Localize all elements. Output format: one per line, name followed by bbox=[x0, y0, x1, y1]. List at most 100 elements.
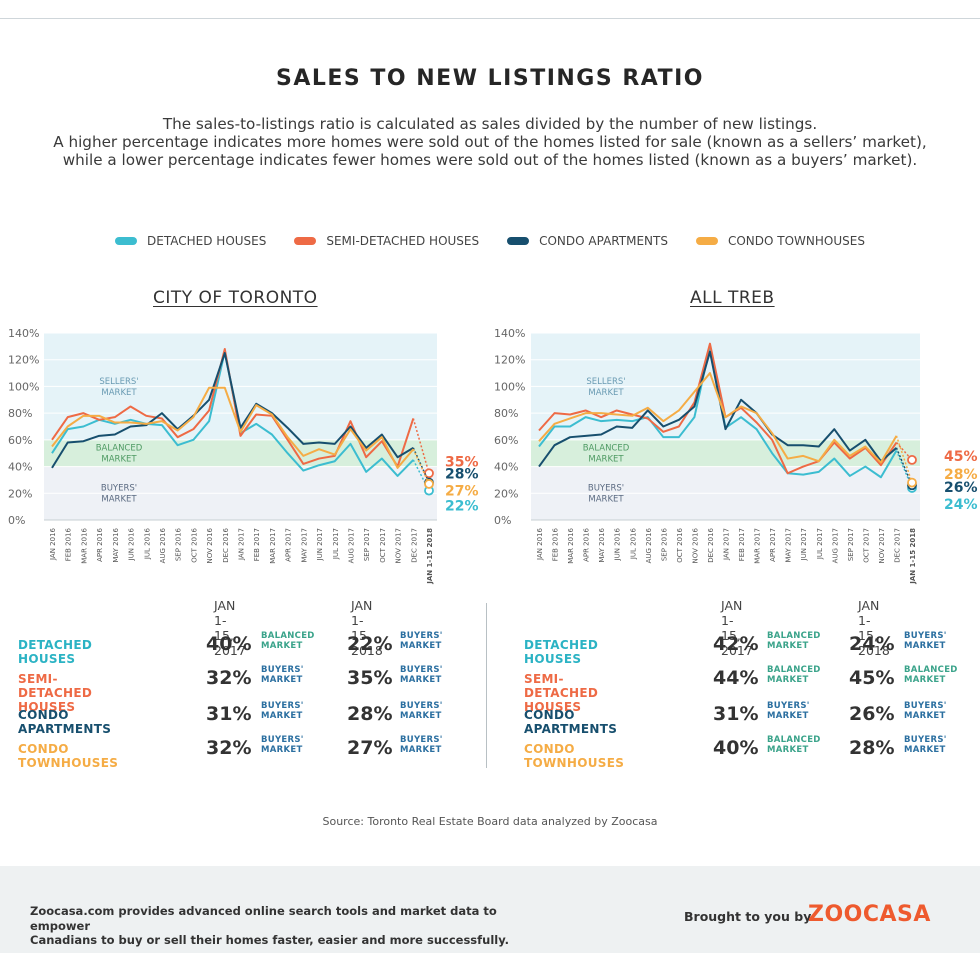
series-end-point bbox=[424, 479, 434, 489]
legend-label: SEMI-DETACHED HOUSES bbox=[326, 234, 480, 248]
x-tick-label: AUG 2017 bbox=[831, 528, 839, 563]
x-tick-label: APR 2017 bbox=[769, 528, 777, 562]
x-tick-label: FEB 2017 bbox=[253, 528, 261, 561]
x-tick-label: MAR 2016 bbox=[567, 527, 575, 563]
value-2018: 28% bbox=[849, 737, 895, 759]
x-tick-label: AUG 2016 bbox=[159, 527, 167, 563]
subtitle-line: The sales-to-listings ratio is calculate… bbox=[162, 115, 818, 133]
legend-item-condo-apartments: CONDO APARTMENTS bbox=[507, 234, 668, 248]
market-status-line: BALANCED bbox=[904, 665, 958, 675]
balanced-market-label: BALANCED bbox=[96, 444, 143, 454]
x-tick-label: MAR 2017 bbox=[269, 528, 277, 564]
y-tick-label: 120% bbox=[8, 354, 39, 367]
value-2018: 24% bbox=[849, 633, 895, 655]
y-tick-label: 100% bbox=[8, 380, 39, 393]
x-tick-label: MAY 2016 bbox=[112, 527, 120, 562]
x-tick-label: SEP 2016 bbox=[175, 527, 183, 561]
market-status-line: MARKET bbox=[904, 744, 946, 755]
market-status-line: BUYERS' bbox=[400, 701, 443, 711]
y-tick-label: 0% bbox=[494, 514, 511, 527]
market-status-line: MARKET bbox=[904, 674, 946, 685]
market-status-line: BUYERS' bbox=[261, 735, 304, 745]
market-status-2017: BALANCED MARKET bbox=[767, 665, 837, 685]
column-header-2018: JAN 1-15, 2018 bbox=[351, 598, 383, 658]
table-row-label: CONDO APARTMENTS bbox=[18, 708, 112, 736]
buyers-market-label: MARKET bbox=[101, 495, 137, 505]
value-2017: 32% bbox=[206, 737, 252, 759]
market-status-line: MARKET bbox=[767, 710, 809, 721]
series-line bbox=[51, 352, 414, 469]
x-tick-label: MAR 2016 bbox=[80, 527, 88, 563]
line-chart-treb: 0%20%40%60%80%100%120%140%SELLERS'MARKET… bbox=[494, 327, 978, 585]
y-tick-label: 120% bbox=[494, 354, 525, 367]
market-status-line: MARKET bbox=[261, 710, 303, 721]
balanced-market-label: MARKET bbox=[101, 455, 137, 465]
x-tick-label: JUL 2016 bbox=[143, 527, 151, 560]
top-rule bbox=[0, 18, 980, 19]
balanced-market-label: BALANCED bbox=[583, 444, 630, 454]
line-chart-toronto: 0%20%40%60%80%100%120%140%SELLERS'MARKET… bbox=[8, 327, 479, 585]
y-tick-label: 60% bbox=[8, 434, 32, 447]
x-tick-label: JUL 2017 bbox=[816, 528, 824, 560]
market-status-2018: BUYERS' MARKET bbox=[400, 735, 470, 755]
market-status-2017: BALANCED MARKET bbox=[767, 735, 837, 755]
market-status-2017: BUYERS' MARKET bbox=[261, 735, 331, 755]
x-tick-label: MAY 2017 bbox=[785, 528, 793, 563]
market-status-line: BALANCED bbox=[767, 631, 821, 641]
value-2018: 27% bbox=[347, 737, 393, 759]
table-row-label: CONDO APARTMENTS bbox=[524, 708, 618, 736]
x-tick-label: JAN 2017 bbox=[238, 528, 246, 561]
zoocasa-logo[interactable]: ZOOCASA bbox=[808, 902, 931, 927]
market-status-line: MARKET bbox=[400, 744, 442, 755]
y-tick-label: 20% bbox=[494, 487, 518, 500]
value-2017: 32% bbox=[206, 667, 252, 689]
value-2017: 31% bbox=[713, 703, 759, 725]
page-title: SALES TO NEW LISTINGS RATIO bbox=[275, 66, 705, 91]
market-status-line: BUYERS' bbox=[767, 701, 810, 711]
market-status-line: BALANCED bbox=[261, 631, 315, 641]
series-line bbox=[538, 342, 898, 475]
y-tick-label: 100% bbox=[494, 380, 525, 393]
market-status-2018: BUYERS' MARKET bbox=[400, 701, 470, 721]
market-status-line: BUYERS' bbox=[261, 665, 304, 675]
x-tick-label: DEC 2016 bbox=[222, 527, 230, 562]
x-tick-label: JUL 2017 bbox=[332, 528, 340, 560]
series-end-point bbox=[907, 454, 917, 465]
market-status-2018: BUYERS' MARKET bbox=[904, 631, 974, 651]
legend-item-detached: DETACHED HOUSES bbox=[115, 234, 266, 248]
series-end-label: 35% bbox=[445, 455, 479, 471]
x-tick-label: DEC 2017 bbox=[410, 528, 418, 563]
buyers-market-label: MARKET bbox=[588, 495, 624, 505]
y-tick-label: 20% bbox=[8, 487, 32, 500]
y-tick-label: 40% bbox=[494, 461, 518, 474]
x-tick-label: JAN 1-15 2018 bbox=[909, 528, 917, 585]
y-tick-label: 0% bbox=[8, 514, 25, 527]
legend-label: CONDO TOWNHOUSES bbox=[727, 234, 865, 248]
subtitle-line: while a lower percentage indicates fewer… bbox=[62, 151, 918, 169]
x-tick-label: DEC 2017 bbox=[893, 528, 901, 563]
series-end-label: 27% bbox=[445, 484, 479, 500]
x-tick-label: JUN 2017 bbox=[800, 528, 808, 561]
y-tick-label: 80% bbox=[8, 407, 32, 420]
market-status-2018: BUYERS' MARKET bbox=[400, 631, 470, 651]
x-tick-label: JAN 1-15 2018 bbox=[426, 528, 434, 585]
market-status-line: BALANCED bbox=[767, 735, 821, 745]
market-status-line: BUYERS' bbox=[904, 701, 947, 711]
market-status-2018: BALANCED MARKET bbox=[904, 665, 974, 685]
market-status-line: MARKET bbox=[400, 674, 442, 685]
x-tick-label: JUN 2016 bbox=[128, 527, 136, 561]
market-status-line: MARKET bbox=[261, 640, 303, 651]
column-header-2018: JAN 1-15, 2018 bbox=[858, 598, 890, 658]
x-tick-label: JUL 2016 bbox=[629, 527, 637, 560]
market-status-2018: BUYERS' MARKET bbox=[904, 735, 974, 755]
series-line bbox=[51, 386, 415, 469]
market-status-2017: BALANCED MARKET bbox=[767, 631, 837, 651]
x-tick-label: OCT 2017 bbox=[379, 528, 387, 563]
x-tick-label: MAR 2017 bbox=[754, 528, 762, 564]
x-tick-label: OCT 2016 bbox=[190, 527, 198, 562]
page-subtitle: The sales-to-listings ratio is calculate… bbox=[30, 115, 950, 169]
table-row-label: CONDO TOWNHOUSES bbox=[524, 742, 625, 770]
market-status-line: MARKET bbox=[261, 674, 303, 685]
legend-item-semi-detached: SEMI-DETACHED HOUSES bbox=[294, 234, 479, 248]
value-2018: 35% bbox=[347, 667, 393, 689]
